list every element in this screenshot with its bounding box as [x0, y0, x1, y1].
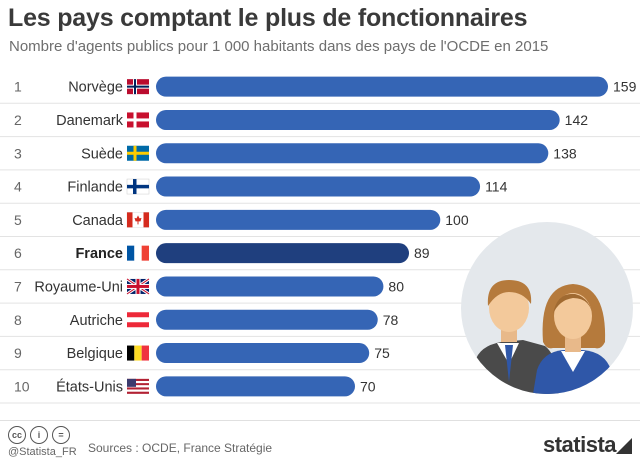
social-handle[interactable]: @Statista_FR [8, 446, 77, 458]
bar [156, 309, 378, 330]
chart-title: Les pays comptant le plus de fonctionnai… [8, 4, 528, 32]
value-label: 80 [388, 278, 404, 294]
category-label: Norvège [68, 80, 123, 96]
bar [156, 376, 355, 397]
by-icon: i [30, 426, 48, 444]
bar [156, 76, 608, 97]
flag-usa-icon [127, 378, 149, 394]
value-label: 114 [485, 179, 508, 195]
category-label: Finlande [67, 180, 123, 196]
bar [156, 143, 549, 164]
chart-subtitle: Nombre d'agents publics pour 1 000 habit… [9, 38, 549, 55]
value-label: 100 [445, 212, 469, 228]
rank-label: 1 [14, 79, 22, 95]
flag-canada-icon [126, 212, 150, 228]
flag-finland-icon [126, 178, 150, 195]
category-label: Suède [81, 146, 123, 162]
value-label: 89 [414, 245, 430, 261]
value-label: 142 [565, 112, 589, 128]
flag-france-icon [127, 245, 149, 261]
nd-icon: = [52, 426, 70, 444]
rank-label: 8 [14, 312, 22, 328]
rank-label: 5 [14, 212, 22, 228]
cc-icon: cc [8, 426, 26, 444]
category-label: Autriche [70, 313, 123, 329]
value-label: 78 [383, 312, 399, 328]
value-label: 75 [374, 345, 390, 361]
category-label: Danemark [56, 113, 124, 129]
flag-uk-icon [126, 277, 150, 296]
bar [156, 343, 370, 364]
category-label: États-Unis [56, 378, 123, 395]
rank-label: 4 [14, 179, 22, 195]
rank-label: 9 [14, 345, 22, 361]
civil-servants-icon [461, 222, 633, 394]
flag-belgium-icon [127, 345, 149, 361]
rank-label: 3 [14, 145, 22, 161]
value-label: 70 [360, 378, 376, 394]
rank-label: 7 [14, 278, 22, 294]
bar [156, 276, 384, 297]
category-label: Belgique [67, 346, 123, 362]
rank-label: 10 [14, 378, 30, 394]
value-label: 159 [613, 79, 637, 95]
statista-logo[interactable]: statista [543, 432, 617, 457]
flag-denmark-icon [127, 112, 149, 128]
bar [156, 209, 441, 230]
flag-austria-icon [127, 312, 149, 328]
bar [156, 243, 410, 264]
rank-label: 2 [14, 112, 22, 128]
bar [156, 176, 481, 197]
footer-divider [0, 420, 640, 421]
statista-mark-icon [616, 438, 632, 454]
value-label: 138 [553, 145, 577, 161]
category-label: Canada [72, 213, 124, 229]
flag-sweden-icon [127, 145, 149, 161]
category-label: Royaume-Uni [34, 279, 123, 295]
sources-note: Sources : OCDE, France Stratégie [88, 441, 273, 455]
rank-label: 6 [14, 245, 22, 261]
flag-norway-icon [127, 79, 149, 95]
category-label: France [75, 246, 123, 262]
bar [156, 109, 560, 130]
